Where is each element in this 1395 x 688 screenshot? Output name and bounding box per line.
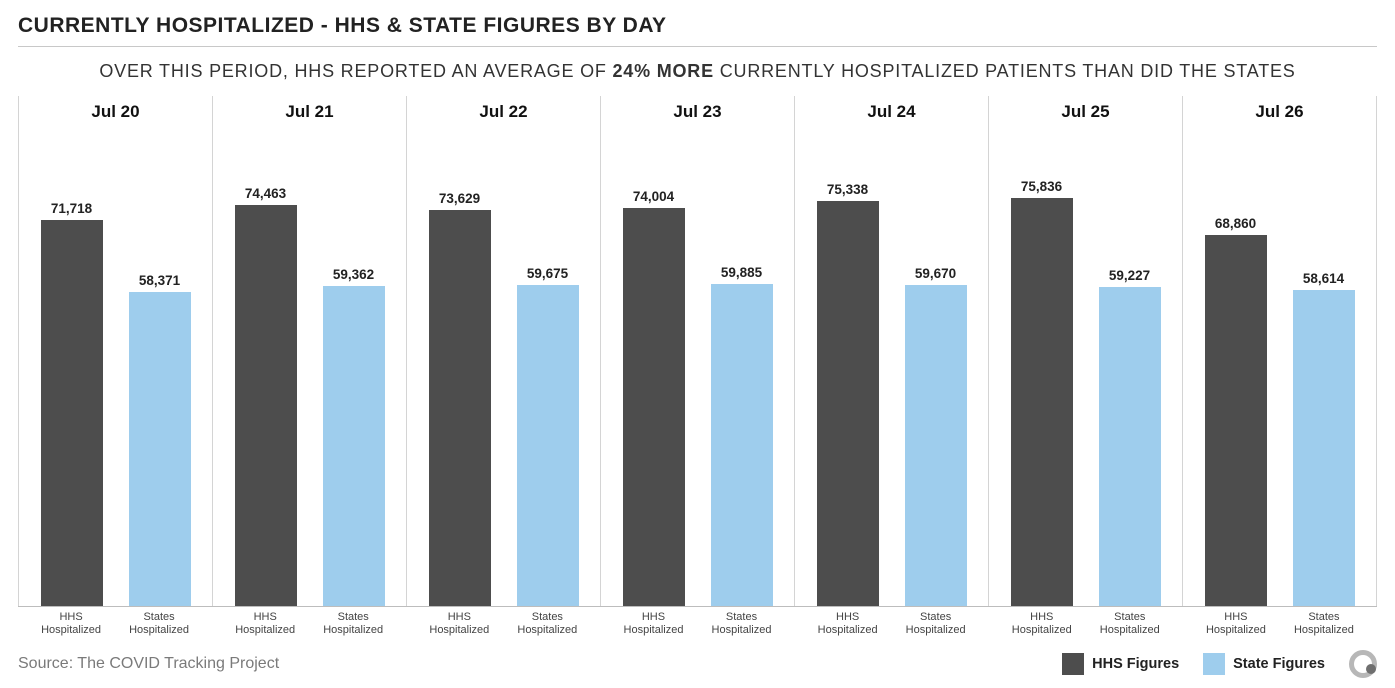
bar-value-label: 59,670	[915, 266, 956, 281]
bar-column-hhs: 75,836	[1011, 179, 1073, 606]
legend-item-state: State Figures	[1203, 653, 1325, 675]
bar-state	[711, 284, 773, 606]
axis-label-state: StatesHospitalized	[905, 611, 967, 639]
chart-subtitle: OVER THIS PERIOD, HHS REPORTED AN AVERAG…	[18, 61, 1377, 82]
day-header: Jul 25	[989, 96, 1182, 132]
bar-column-state: 59,362	[323, 267, 385, 605]
day-panel: Jul 26 68,860 58,614	[1182, 96, 1377, 606]
day-header: Jul 22	[407, 96, 600, 132]
axis-labels-row: HHSHospitalized StatesHospitalized HHSHosp…	[18, 607, 1377, 639]
bar-hhs	[1011, 198, 1073, 606]
bars-wrap: 68,860 58,614	[1183, 132, 1376, 606]
axis-label-hhs: HHSHospitalized	[817, 611, 879, 639]
bar-state	[905, 285, 967, 606]
bars-wrap: 73,629 59,675	[407, 132, 600, 606]
day-header: Jul 20	[19, 96, 212, 132]
bar-value-label: 74,004	[633, 189, 674, 204]
bar-column-hhs: 75,338	[817, 182, 879, 606]
bar-column-state: 59,227	[1099, 268, 1161, 605]
bar-value-label: 59,227	[1109, 268, 1150, 283]
bar-column-hhs: 74,463	[235, 186, 297, 605]
bars-wrap: 74,004 59,885	[601, 132, 794, 606]
legend: HHS Figures State Figures	[1062, 650, 1377, 678]
bar-value-label: 75,836	[1021, 179, 1062, 194]
bar-value-label: 75,338	[827, 182, 868, 197]
bars-wrap: 75,338 59,670	[795, 132, 988, 606]
day-header: Jul 21	[213, 96, 406, 132]
bar-hhs	[817, 201, 879, 606]
legend-label-state: State Figures	[1233, 656, 1325, 672]
day-panel: Jul 22 73,629 59,675	[406, 96, 600, 606]
title-divider	[18, 46, 1377, 47]
axis-label-state: StatesHospitalized	[322, 611, 384, 639]
subtitle-suffix: CURRENTLY HOSPITALIZED PATIENTS THAN DID…	[714, 61, 1296, 81]
legend-swatch-hhs	[1062, 653, 1084, 675]
bar-value-label: 59,675	[527, 266, 568, 281]
brand-logo-icon	[1349, 650, 1377, 678]
day-panel: Jul 20 71,718 58,371	[18, 96, 212, 606]
axis-label-hhs: HHSHospitalized	[234, 611, 296, 639]
bar-column-hhs: 68,860	[1205, 216, 1267, 605]
legend-item-hhs: HHS Figures	[1062, 653, 1179, 675]
bar-value-label: 73,629	[439, 191, 480, 206]
bar-state	[1293, 290, 1355, 605]
chart-title: CURRENTLY HOSPITALIZED - HHS & STATE FIG…	[18, 14, 1377, 46]
bar-column-state: 58,614	[1293, 271, 1355, 605]
bar-value-label: 59,885	[721, 265, 762, 280]
bar-value-label: 71,718	[51, 201, 92, 216]
bar-value-label: 59,362	[333, 267, 374, 282]
chart-plot-area: Jul 2071,71858,371Jul 2174,46359,362Jul …	[18, 96, 1377, 607]
axis-label-state: StatesHospitalized	[128, 611, 190, 639]
bars-wrap: 71,718 58,371	[19, 132, 212, 606]
bar-value-label: 58,614	[1303, 271, 1344, 286]
axis-label-hhs: HHSHospitalized	[622, 611, 684, 639]
bar-column-hhs: 73,629	[429, 191, 491, 606]
bar-value-label: 58,371	[139, 273, 180, 288]
bars-wrap: 74,463 59,362	[213, 132, 406, 606]
day-panel: Jul 25 75,836 59,227	[988, 96, 1182, 606]
subtitle-highlight: 24% MORE	[612, 61, 713, 81]
day-panel: Jul 24 75,338 59,670	[794, 96, 988, 606]
bar-state	[1099, 287, 1161, 605]
bar-hhs	[235, 205, 297, 605]
bar-hhs	[41, 220, 103, 605]
bar-column-hhs: 71,718	[41, 201, 103, 605]
axis-label-hhs: HHSHospitalized	[1011, 611, 1073, 639]
axis-label-state: StatesHospitalized	[1293, 611, 1355, 639]
axis-label-state: StatesHospitalized	[710, 611, 772, 639]
bar-state	[517, 285, 579, 606]
bar-value-label: 74,463	[245, 186, 286, 201]
day-header: Jul 24	[795, 96, 988, 132]
chart-footer: Source: The COVID Tracking Project HHS F…	[18, 638, 1377, 678]
axis-label-hhs: HHSHospitalized	[428, 611, 490, 639]
day-panel: Jul 21 74,463 59,362	[212, 96, 406, 606]
bar-hhs	[623, 208, 685, 606]
bar-state	[323, 286, 385, 605]
axis-label-hhs: HHSHospitalized	[1205, 611, 1267, 639]
bar-column-state: 59,670	[905, 266, 967, 606]
legend-swatch-state	[1203, 653, 1225, 675]
chart-container: CURRENTLY HOSPITALIZED - HHS & STATE FIG…	[0, 0, 1395, 688]
subtitle-prefix: OVER THIS PERIOD, HHS REPORTED AN AVERAG…	[99, 61, 612, 81]
bar-hhs	[1205, 235, 1267, 605]
source-text: Source: The COVID Tracking Project	[18, 655, 279, 673]
day-header: Jul 23	[601, 96, 794, 132]
day-header: Jul 26	[1183, 96, 1376, 132]
bar-value-label: 68,860	[1215, 216, 1256, 231]
bar-column-state: 58,371	[129, 273, 191, 606]
bar-hhs	[429, 210, 491, 606]
bar-column-state: 59,675	[517, 266, 579, 606]
bar-column-hhs: 74,004	[623, 189, 685, 606]
bar-column-state: 59,885	[711, 265, 773, 606]
bar-state	[129, 292, 191, 606]
bars-wrap: 75,836 59,227	[989, 132, 1182, 606]
axis-label-state: StatesHospitalized	[516, 611, 578, 639]
day-panel: Jul 23 74,004 59,885	[600, 96, 794, 606]
legend-label-hhs: HHS Figures	[1092, 656, 1179, 672]
axis-label-hhs: HHSHospitalized	[40, 611, 102, 639]
axis-label-state: StatesHospitalized	[1099, 611, 1161, 639]
